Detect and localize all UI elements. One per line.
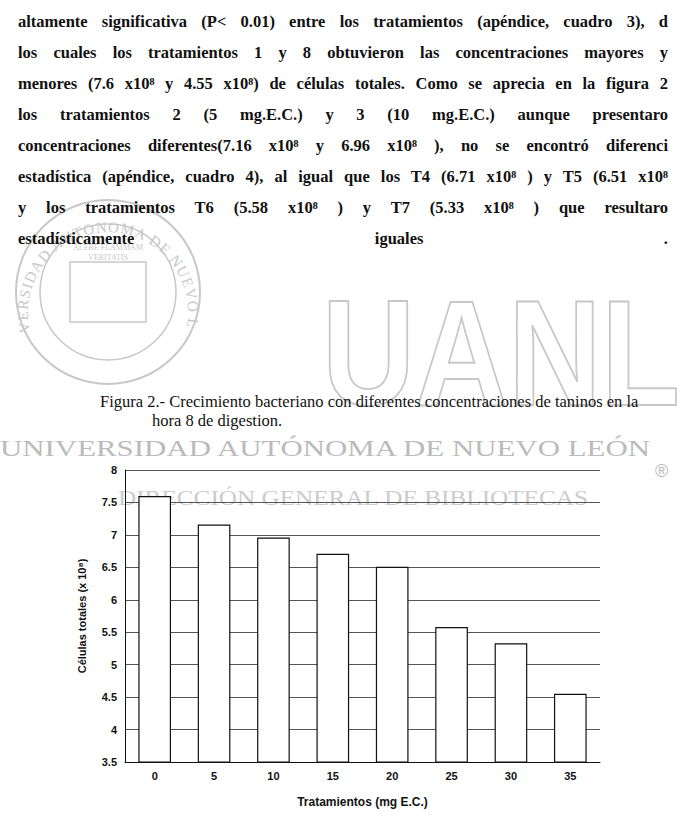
svg-text:DIRECCIÓN GENERAL DE BIBLIOTEC: DIRECCIÓN GENERAL DE BIBLIOTECAS bbox=[118, 486, 588, 509]
svg-text:Células totales (x 10⁸): Células totales (x 10⁸) bbox=[76, 558, 88, 673]
svg-text:6.5: 6.5 bbox=[102, 561, 117, 573]
svg-text:7.5: 7.5 bbox=[102, 496, 117, 508]
svg-text:5: 5 bbox=[111, 659, 117, 671]
svg-text:35: 35 bbox=[564, 770, 576, 782]
svg-text:4: 4 bbox=[111, 724, 118, 736]
svg-text:UNIVERSIDAD AUTÓNOMA DE NUEVO: UNIVERSIDAD AUTÓNOMA DE NUEVO LEÓN bbox=[0, 435, 650, 461]
svg-text:UANL: UANL bbox=[322, 269, 680, 437]
svg-text:7: 7 bbox=[111, 529, 117, 541]
svg-text:3.5: 3.5 bbox=[102, 756, 117, 768]
svg-text:10: 10 bbox=[267, 770, 279, 782]
svg-text:6: 6 bbox=[111, 594, 117, 606]
svg-text:30: 30 bbox=[505, 770, 517, 782]
svg-text:15: 15 bbox=[327, 770, 339, 782]
svg-text:VERITATIS: VERITATIS bbox=[88, 253, 128, 262]
svg-text:0: 0 bbox=[152, 770, 158, 782]
svg-text:®: ® bbox=[655, 461, 668, 481]
svg-text:5: 5 bbox=[211, 770, 217, 782]
svg-text:25: 25 bbox=[445, 770, 457, 782]
svg-text:5.5: 5.5 bbox=[102, 626, 117, 638]
svg-text:20: 20 bbox=[386, 770, 398, 782]
svg-text:4.5: 4.5 bbox=[102, 691, 117, 703]
svg-text:Tratamientos (mg E.C.): Tratamientos (mg E.C.) bbox=[297, 795, 428, 809]
svg-text:8: 8 bbox=[111, 464, 117, 476]
